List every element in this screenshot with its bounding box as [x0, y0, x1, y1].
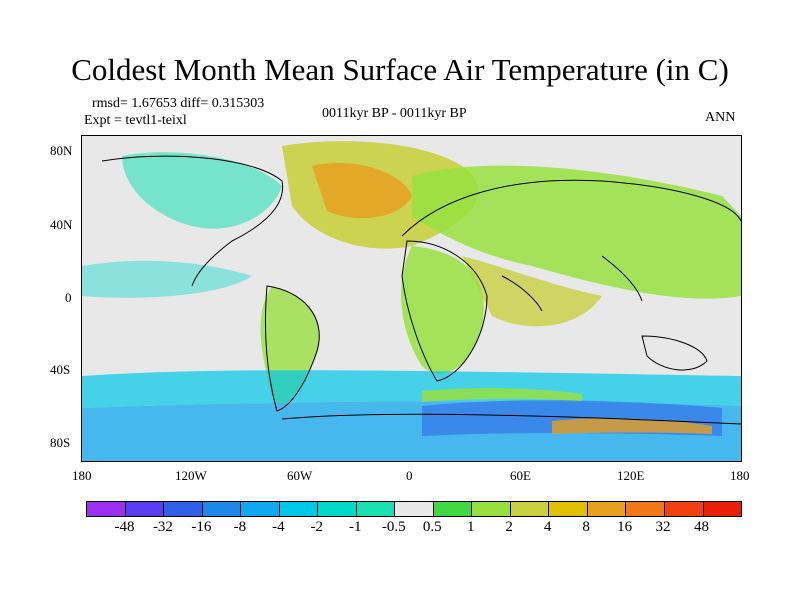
colorbar-box: [125, 502, 165, 516]
colorbar-label: 4: [543, 519, 552, 535]
stats-label: rmsd= 1.67653 diff= 0.315303: [92, 96, 265, 111]
colorbar-box: [626, 502, 665, 516]
colorbar-label: -16: [191, 519, 212, 535]
colorbar-box: [318, 502, 357, 516]
season-label: ANN: [705, 110, 736, 125]
colorbar-box: [472, 502, 511, 516]
colorbar-box: [202, 502, 242, 516]
map-panel: [81, 135, 742, 462]
colorbar-label: 1: [466, 519, 475, 535]
colorbar-box: [87, 502, 126, 516]
colorbar-label: -1: [349, 519, 362, 535]
colorbar-box: [510, 502, 550, 516]
lon-tick-60e: 60E: [510, 468, 531, 483]
colorbar-box: [395, 502, 434, 516]
colorbar-box: [356, 502, 396, 516]
lat-tick-40s: 40S: [50, 362, 71, 377]
lon-tick-180e: 180: [730, 468, 750, 483]
lon-tick-0: 0: [406, 468, 413, 483]
lat-tick-80s: 80S: [50, 435, 71, 450]
colorbar-box: [549, 502, 588, 516]
lon-tick-60w: 60W: [287, 468, 313, 483]
colorbar-label: 2: [505, 519, 513, 535]
colorbar-label: 32: [655, 519, 671, 535]
colorbar-box: [703, 502, 742, 516]
colorbar-label: 16: [617, 519, 633, 535]
colorbar-label: 0.5: [422, 519, 442, 535]
colorbar-label: -48: [114, 519, 135, 535]
colorbar-box: [664, 502, 704, 516]
plot-title: Coldest Month Mean Surface Air Temperatu…: [71, 52, 729, 87]
colorbar-label: -4: [272, 519, 285, 535]
colorbar-box: [587, 502, 627, 516]
temperature-map: [82, 136, 741, 461]
lat-tick-0: 0: [65, 290, 72, 305]
colorbar-label: -32: [152, 519, 173, 535]
colorbar-box: [433, 502, 473, 516]
lon-tick-120e: 120E: [617, 468, 645, 483]
colorbar-label: -0.5: [381, 519, 406, 535]
colorbar-label: 48: [694, 519, 710, 535]
colorbar-box: [279, 502, 319, 516]
colorbar-box: [164, 502, 203, 516]
colorbar: [86, 501, 742, 517]
comparison-label: 0011kyr BP - 0011kyr BP: [322, 106, 467, 121]
lon-tick-120w: 120W: [175, 468, 207, 483]
colorbar-box: [241, 502, 280, 516]
colorbar-label: 8: [582, 519, 590, 535]
colorbar-label: -8: [233, 519, 247, 535]
lat-tick-40n: 40N: [50, 217, 73, 232]
lon-tick-180w: 180: [72, 468, 92, 483]
experiment-label: Expt = tevtl1-teixl: [84, 113, 187, 128]
lat-tick-80n: 80N: [50, 143, 73, 158]
colorbar-label: -2: [310, 519, 324, 535]
